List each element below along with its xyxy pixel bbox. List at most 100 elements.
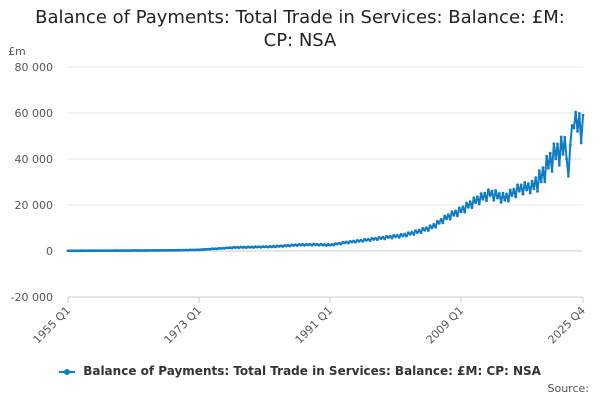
data-point[interactable] xyxy=(346,241,350,245)
data-point[interactable] xyxy=(494,189,498,192)
data-point[interactable] xyxy=(548,151,552,155)
data-point[interactable] xyxy=(552,142,556,146)
data-point[interactable] xyxy=(516,183,519,187)
data-point[interactable] xyxy=(386,236,390,240)
data-point[interactable] xyxy=(443,214,447,218)
data-point[interactable] xyxy=(570,123,574,127)
data-point[interactable] xyxy=(441,221,445,225)
data-point[interactable] xyxy=(454,209,458,213)
data-point[interactable] xyxy=(470,206,474,210)
data-point[interactable] xyxy=(521,192,525,196)
data-point[interactable] xyxy=(496,196,499,200)
data-point[interactable] xyxy=(532,187,536,191)
data-point[interactable] xyxy=(381,235,385,239)
data-point[interactable] xyxy=(497,192,501,195)
data-point[interactable] xyxy=(408,232,412,236)
legend[interactable]: Balance of Payments: Total Trade in Serv… xyxy=(0,364,600,378)
data-point[interactable] xyxy=(416,231,419,235)
data-point[interactable] xyxy=(452,213,456,217)
data-point[interactable] xyxy=(459,210,463,214)
data-point[interactable] xyxy=(417,228,421,232)
data-point[interactable] xyxy=(397,235,401,239)
data-point[interactable] xyxy=(439,217,443,221)
data-point[interactable] xyxy=(579,141,583,145)
data-point[interactable] xyxy=(476,195,479,199)
data-point[interactable] xyxy=(419,231,423,235)
data-point[interactable] xyxy=(388,234,392,238)
data-point[interactable] xyxy=(505,192,508,196)
data-point[interactable] xyxy=(517,189,521,193)
data-point[interactable] xyxy=(374,236,377,240)
data-point[interactable] xyxy=(403,232,407,236)
data-point[interactable] xyxy=(523,181,527,184)
data-point[interactable] xyxy=(461,205,465,209)
data-point[interactable] xyxy=(456,214,459,218)
data-point[interactable] xyxy=(510,194,514,198)
data-point[interactable] xyxy=(430,226,434,230)
data-point[interactable] xyxy=(432,223,436,226)
data-point[interactable] xyxy=(577,112,581,115)
data-point[interactable] xyxy=(375,238,379,242)
data-point[interactable] xyxy=(514,195,518,199)
data-point[interactable] xyxy=(426,229,430,232)
data-point[interactable] xyxy=(423,228,427,232)
data-point[interactable] xyxy=(468,200,472,204)
data-point[interactable] xyxy=(405,234,408,238)
data-point[interactable] xyxy=(536,189,539,193)
data-point[interactable] xyxy=(339,242,343,246)
data-point[interactable] xyxy=(445,217,448,221)
data-point[interactable] xyxy=(508,188,512,192)
data-point[interactable] xyxy=(394,235,397,239)
data-point[interactable] xyxy=(410,230,414,234)
data-point[interactable] xyxy=(568,143,572,147)
data-point[interactable] xyxy=(395,233,399,237)
data-point[interactable] xyxy=(539,180,543,184)
data-point[interactable] xyxy=(556,142,559,146)
data-point[interactable] xyxy=(457,206,461,210)
data-point[interactable] xyxy=(361,240,365,243)
data-point[interactable] xyxy=(565,157,569,161)
data-point[interactable] xyxy=(488,194,492,198)
data-point[interactable] xyxy=(557,163,561,167)
data-point[interactable] xyxy=(465,201,468,205)
data-point[interactable] xyxy=(483,191,487,195)
data-point[interactable] xyxy=(406,231,410,235)
data-point[interactable] xyxy=(481,197,485,201)
data-point[interactable] xyxy=(576,130,579,133)
data-point[interactable] xyxy=(450,210,454,214)
data-point[interactable] xyxy=(466,205,470,209)
data-point[interactable] xyxy=(547,166,550,170)
data-point[interactable] xyxy=(401,234,405,238)
data-point[interactable] xyxy=(479,192,483,195)
data-point[interactable] xyxy=(572,126,576,130)
data-point[interactable] xyxy=(392,233,396,237)
data-point[interactable] xyxy=(412,233,416,236)
data-point[interactable] xyxy=(512,187,516,191)
data-point[interactable] xyxy=(354,240,357,244)
data-point[interactable] xyxy=(486,188,490,192)
data-point[interactable] xyxy=(537,169,541,173)
data-point[interactable] xyxy=(428,224,432,228)
data-point[interactable] xyxy=(567,174,570,178)
data-point[interactable] xyxy=(554,157,558,161)
data-point[interactable] xyxy=(545,154,548,158)
data-point[interactable] xyxy=(383,237,387,241)
data-point[interactable] xyxy=(543,180,547,184)
data-point[interactable] xyxy=(541,166,545,170)
data-point[interactable] xyxy=(390,236,394,240)
data-point[interactable] xyxy=(463,210,467,214)
data-point[interactable] xyxy=(485,199,488,203)
data-point[interactable] xyxy=(434,225,437,229)
data-point[interactable] xyxy=(421,226,425,230)
data-point[interactable] xyxy=(446,213,450,217)
data-point[interactable] xyxy=(563,135,567,139)
data-point[interactable] xyxy=(472,196,476,200)
data-point[interactable] xyxy=(492,198,496,202)
data-point[interactable] xyxy=(436,219,439,223)
data-point[interactable] xyxy=(368,239,372,243)
data-point[interactable] xyxy=(528,191,532,195)
data-point[interactable] xyxy=(534,176,538,180)
data-point[interactable] xyxy=(425,226,428,230)
data-point[interactable] xyxy=(477,202,481,206)
data-point[interactable] xyxy=(437,222,441,225)
